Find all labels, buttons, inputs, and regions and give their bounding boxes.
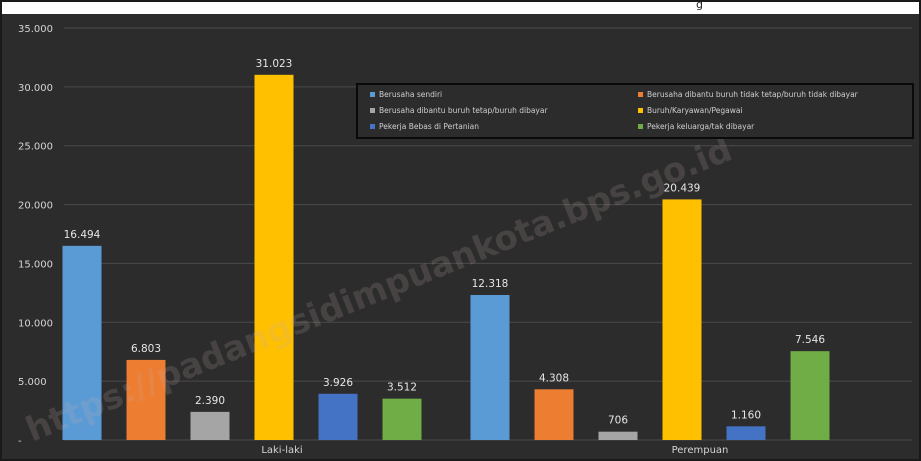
bar — [318, 393, 358, 440]
legend-label: Pekerja keluarga/tak dibayar — [647, 122, 755, 131]
y-axis: - 5.000 10.000 15.000 20.000 25.000 30.000 35.0… — [18, 24, 53, 447]
data-label: 6.803 — [131, 343, 161, 355]
legend-label: Berusaha dibantu buruh tidak tetap/buruh… — [647, 90, 859, 99]
y-tick-label: 30.000 — [18, 83, 53, 94]
legend-swatch — [370, 124, 375, 129]
legend-swatch — [638, 108, 643, 113]
y-tick-label: 15.000 — [18, 259, 53, 270]
bar — [790, 351, 830, 440]
data-label: 20.439 — [664, 182, 701, 194]
legend-swatch — [638, 124, 643, 129]
watermark-text: https://padangsidimpuankota.bps.go.id — [20, 130, 737, 451]
title-strip: g — [2, 0, 919, 14]
category-label: Perempuan — [672, 445, 729, 456]
data-label: 1.160 — [731, 409, 761, 421]
legend-label: Buruh/Karyawan/Pegawai — [647, 106, 743, 115]
data-labels: 16.494 6.803 2.390 31.023 3.926 3.512 12.318 4.… — [64, 58, 826, 427]
bar — [662, 199, 702, 440]
data-label: 4.308 — [539, 372, 569, 384]
bar — [126, 359, 166, 440]
legend-swatch — [370, 108, 375, 113]
bar — [598, 431, 638, 440]
legend-swatch — [638, 92, 643, 97]
y-tick-label: 5.000 — [18, 377, 47, 388]
data-label: 3.512 — [387, 382, 417, 394]
x-axis: Laki-laki Perempuan — [261, 445, 728, 456]
y-tick-label: 20.000 — [18, 201, 53, 212]
y-tick-label: 35.000 — [18, 24, 53, 35]
data-label: 2.390 — [195, 395, 225, 407]
data-label: 12.318 — [472, 278, 509, 290]
category-label: Laki-laki — [261, 445, 302, 456]
data-label: 16.494 — [64, 229, 101, 241]
data-label: 3.926 — [323, 377, 353, 389]
watermark: https://padangsidimpuankota.bps.go.id — [20, 130, 737, 451]
legend-box — [356, 83, 914, 139]
bar — [254, 74, 294, 440]
data-label: 7.546 — [795, 334, 825, 346]
data-label: 706 — [608, 415, 628, 427]
legend-swatch — [370, 92, 375, 97]
y-tick-label: - — [18, 436, 22, 447]
y-tick-label: 10.000 — [18, 318, 53, 329]
bar — [470, 294, 510, 440]
y-tick-label: 25.000 — [18, 142, 53, 153]
bar — [382, 398, 422, 440]
data-label: 31.023 — [256, 58, 293, 70]
bar — [534, 389, 574, 440]
legend-label: Berusaha dibantu buruh tetap/buruh dibay… — [379, 106, 548, 115]
bar — [726, 426, 766, 440]
bars — [62, 74, 830, 440]
legend-label: Pekerja Bebas di Pertanian — [379, 122, 479, 131]
chart-title-fragment: g — [696, 0, 703, 11]
legend: Berusaha sendiri Berusaha dibantu buruh t… — [356, 83, 914, 139]
legend-label: Berusaha sendiri — [379, 90, 442, 99]
bar — [62, 245, 102, 440]
bar — [190, 411, 230, 440]
